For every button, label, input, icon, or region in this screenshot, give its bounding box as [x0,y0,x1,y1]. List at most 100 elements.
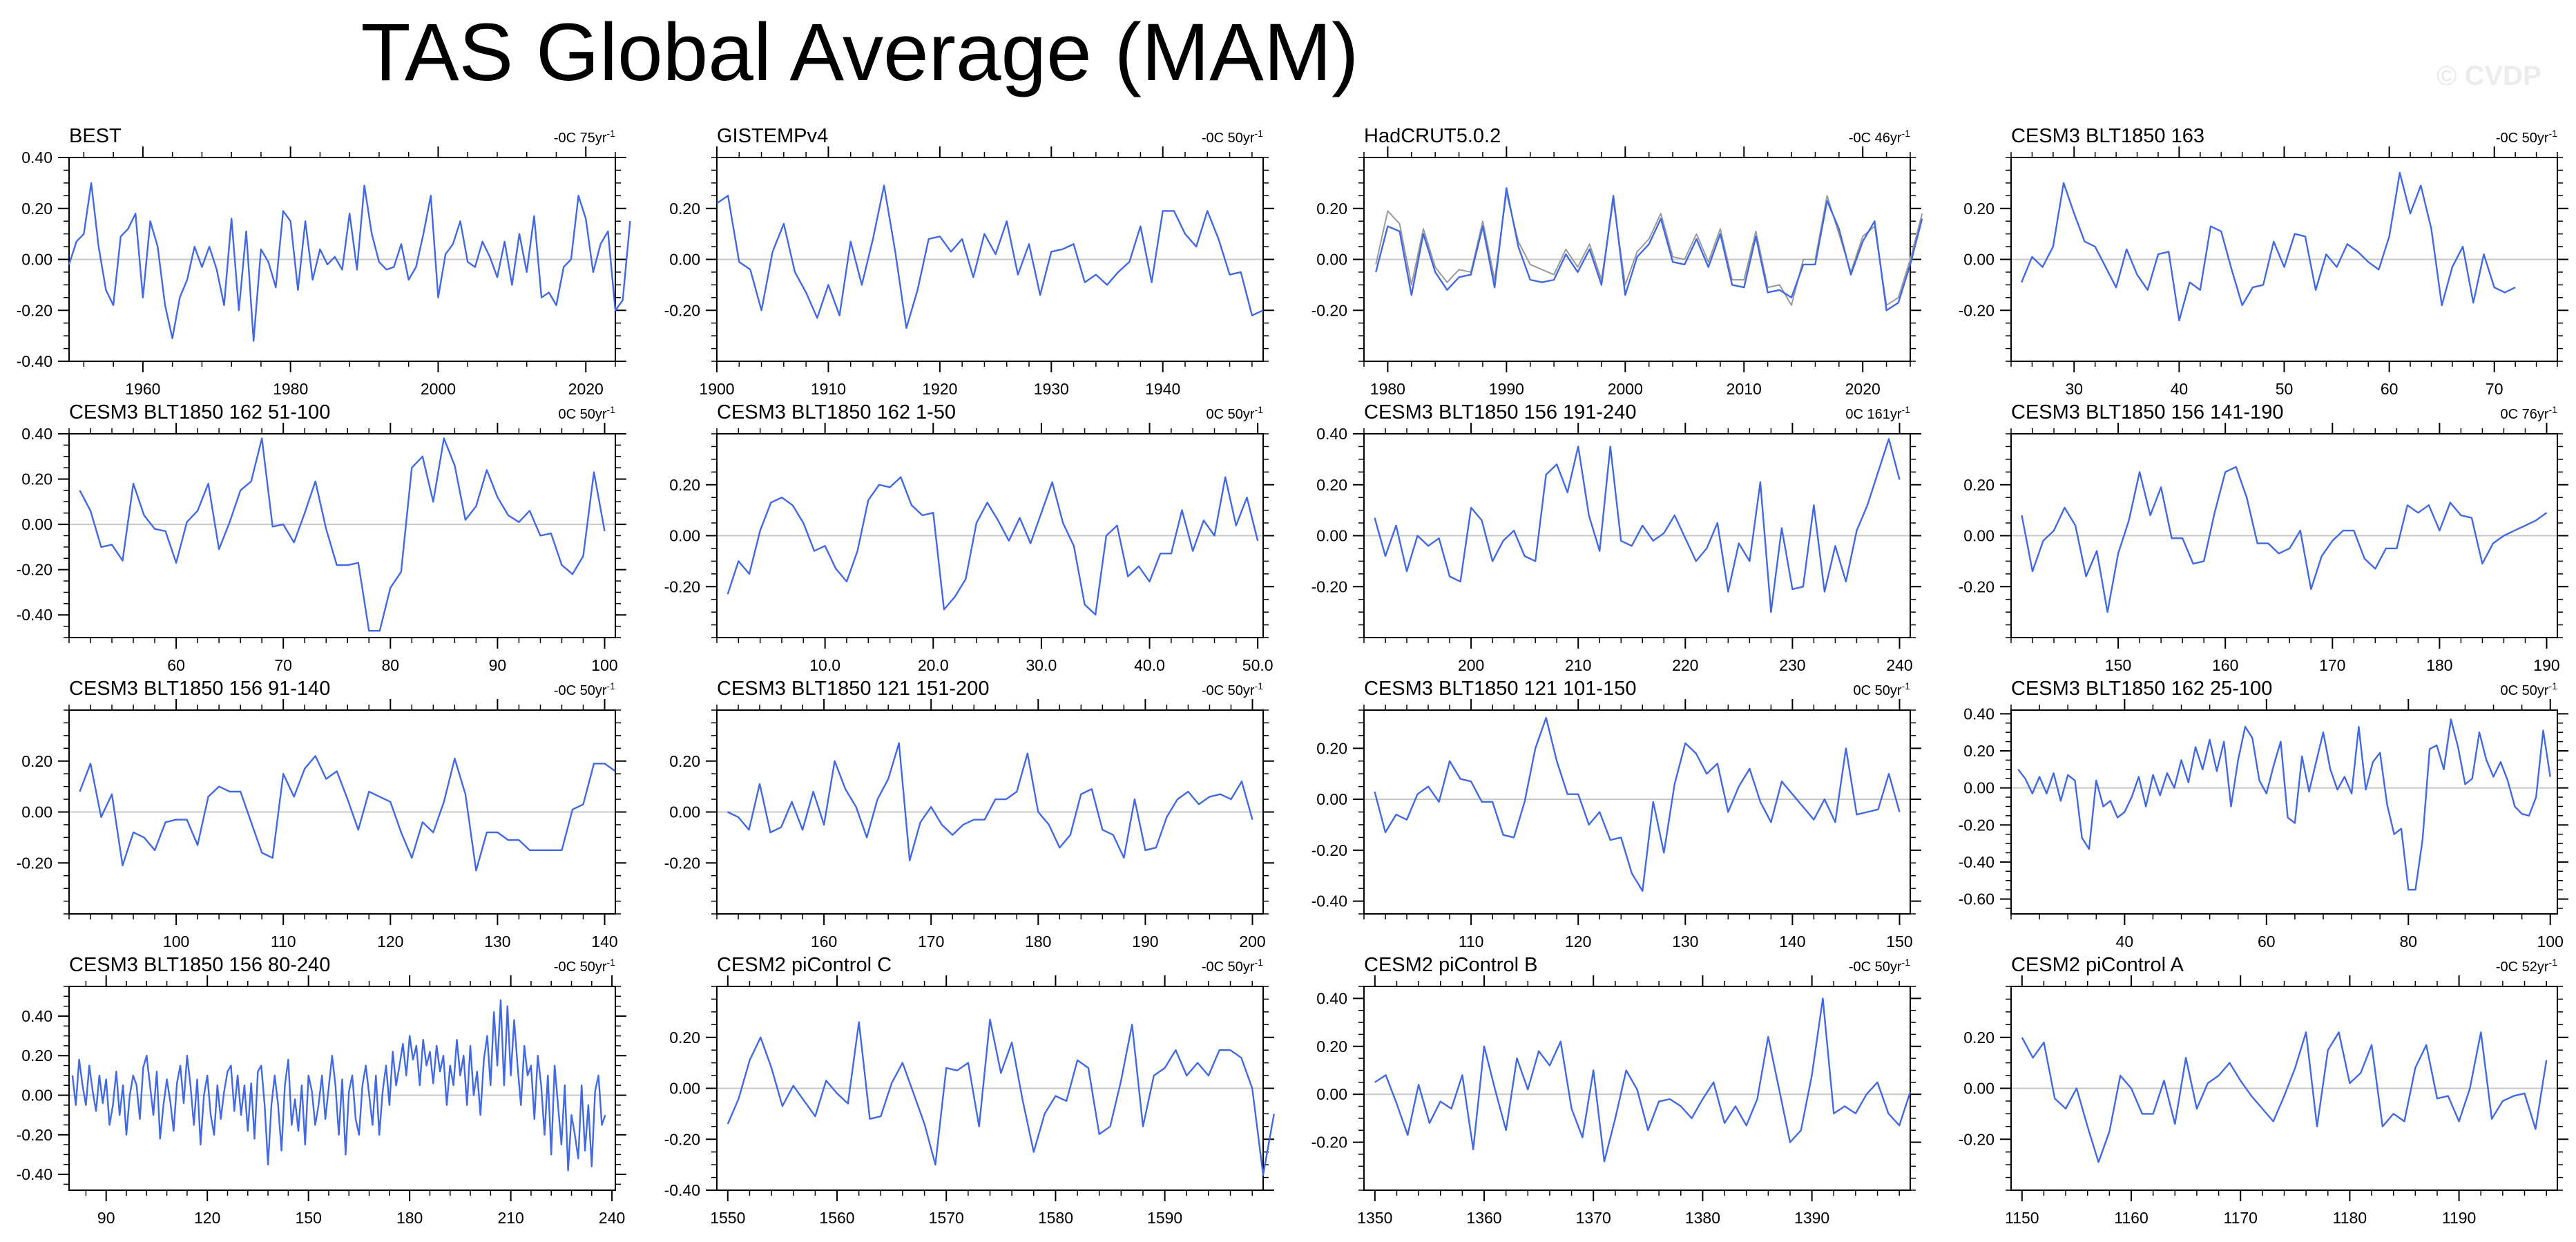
x-tick-label: 170 [918,933,944,950]
panel-title: CESM3 BLT1850 163 [2011,125,2204,147]
panel-12: CESM3 BLT1850 162 25-100 0C 50yr-1 40 60 80 1… [1959,678,2568,950]
x-tick-label: 160 [2212,656,2238,674]
cvdp-watermark: © CVDP [2436,61,2541,91]
panel-6: CESM3 BLT1850 162 1-50 0C 50yr-1 10.0 20.0 3… [664,401,1274,674]
series-line-cesm2-picontrol-c [727,1018,1275,1176]
panel-trend: -0C 50yr-1 [1202,957,1263,975]
x-tick-label: 60 [2381,380,2399,398]
y-tick-label: -0.20 [17,1126,52,1144]
y-tick-label: -0.40 [17,1165,52,1183]
x-tick-label: 230 [1779,656,1805,674]
x-tick-label: 1160 [2114,1209,2148,1227]
trend-exponent: -1 [607,680,616,691]
x-tick-label: 90 [489,656,507,674]
x-tick-label: 1960 [125,380,160,398]
x-tick-label: 1980 [1370,380,1405,398]
x-tick-label: 120 [377,933,403,950]
y-tick-label: -0.40 [1959,853,1995,871]
x-tick-label: 1360 [1466,1209,1501,1227]
panel-trend: 0C 76yr-1 [2501,404,2558,422]
plot-frame [2010,709,2558,915]
y-tick-label: -0.20 [1311,301,1347,319]
x-tick-label: 1190 [2442,1209,2476,1227]
panel-4: CESM3 BLT1850 163 -0C 50yr-1 30 40 50 60 70 -0.… [1959,125,2568,398]
x-tick-label: 1920 [922,380,957,398]
x-tick-label: 2010 [1727,380,1762,398]
y-tick-label: 0.20 [669,200,700,218]
y-tick-label: -0.20 [664,854,700,872]
trend-exponent: -1 [2549,680,2558,691]
series-line-cesm2-picontrol-b [1374,997,1912,1163]
panel-title: CESM3 BLT1850 121 101-150 [1364,678,1636,700]
panel-title: GISTEMPv4 [717,125,828,147]
trend-exponent: -1 [607,404,616,415]
x-tick-label: 180 [396,1209,423,1227]
panel-title: CESM2 piControl A [2011,954,2184,976]
x-tick-label: 1930 [1034,380,1069,398]
panel-title: CESM3 BLT1850 156 141-190 [2011,401,2283,423]
panel-title: HadCRUT5.0.2 [1364,125,1501,147]
panel-trend: -0C 46yr-1 [1849,128,1910,146]
trend-exponent: -1 [607,128,616,139]
y-tick-label: 0.00 [21,251,52,269]
x-tick-label: 100 [2537,933,2564,950]
x-tick-label: 50 [2276,380,2294,398]
figure-title: TAS Global Average (MAM) [361,7,1359,98]
panel-trend: -0C 50yr-1 [554,680,615,698]
y-tick-label: -0.20 [664,1130,700,1148]
y-tick-label: 0.40 [21,425,52,443]
y-tick-label: 0.40 [1316,989,1347,1007]
y-tick-label: 0.40 [21,149,52,166]
x-tick-label: 1390 [1794,1209,1829,1227]
series-line-cesm3-blt1850-163 [2021,171,2516,322]
y-tick-label: -0.20 [1959,1130,1995,1148]
x-tick-label: 110 [271,933,296,950]
series-line-cesm3-blt1850-162-25-100 [2017,718,2551,891]
trend-exponent: -1 [2549,957,2558,968]
panel-16: CESM2 piControl A -0C 52yr-1 1150 1160 1170 1… [1959,954,2568,1227]
x-tick-label: 90 [97,1209,115,1227]
panel-13: CESM3 BLT1850 156 80-240 -0C 50yr-1 90 120 1… [17,954,626,1227]
x-tick-label: 120 [194,1209,220,1227]
panel-10: CESM3 BLT1850 121 151-200 -0C 50yr-1 160 17… [664,678,1274,950]
x-tick-label: 160 [811,933,837,950]
panel-2: GISTEMPv4 -0C 50yr-1 1900 1910 1920 1930 1940 -… [664,125,1274,398]
series-line-obs-2 [1375,192,1923,306]
x-tick-label: 1570 [929,1209,964,1227]
x-tick-label: 120 [1565,933,1591,950]
panel-trend: 0C 50yr-1 [1207,404,1264,422]
y-tick-label: 0.20 [1963,1029,1995,1047]
panel-8: CESM3 BLT1850 156 141-190 0C 76yr-1 150 160… [1959,401,2568,674]
y-tick-label: 0.00 [1963,527,1995,545]
y-tick-label: 0.20 [669,476,700,494]
x-tick-label: 140 [1779,933,1805,950]
x-tick-label: 1990 [1489,380,1524,398]
y-tick-label: 0.40 [1316,425,1347,443]
y-tick-label: 0.00 [21,515,52,533]
x-tick-label: 200 [1458,656,1484,674]
y-tick-label: -0.20 [664,577,700,595]
x-tick-label: 180 [1025,933,1051,950]
panel-title: CESM2 piControl C [717,954,892,976]
x-tick-label: 1910 [811,380,846,398]
x-tick-label: 80 [2399,933,2417,950]
y-tick-label: 0.20 [1316,476,1347,494]
x-tick-label: 170 [2319,656,2345,674]
x-tick-label: 1380 [1685,1209,1720,1227]
x-tick-label: 1180 [2333,1209,2367,1227]
trend-exponent: -1 [1255,404,1264,415]
trend-exponent: -1 [1902,680,1911,691]
panel-title: CESM3 BLT1850 121 151-200 [717,678,989,700]
panel-trend: -0C 52yr-1 [2496,957,2557,975]
panel-title: CESM3 BLT1850 162 25-100 [2011,678,2272,700]
y-tick-label: 0.00 [1963,779,1995,797]
x-tick-label: 50.0 [1242,656,1273,674]
y-tick-label: 0.00 [669,527,700,545]
x-tick-label: 1370 [1576,1209,1611,1227]
panel-trend: 0C 50yr-1 [559,404,616,422]
y-tick-label: 0.20 [1316,200,1347,218]
panel-title: CESM3 BLT1850 162 1-50 [717,401,956,423]
series-line-cesm3-blt1850-121-101-150 [1374,716,1901,892]
y-tick-label: 0.00 [669,251,700,269]
x-tick-label: 1550 [710,1209,745,1227]
